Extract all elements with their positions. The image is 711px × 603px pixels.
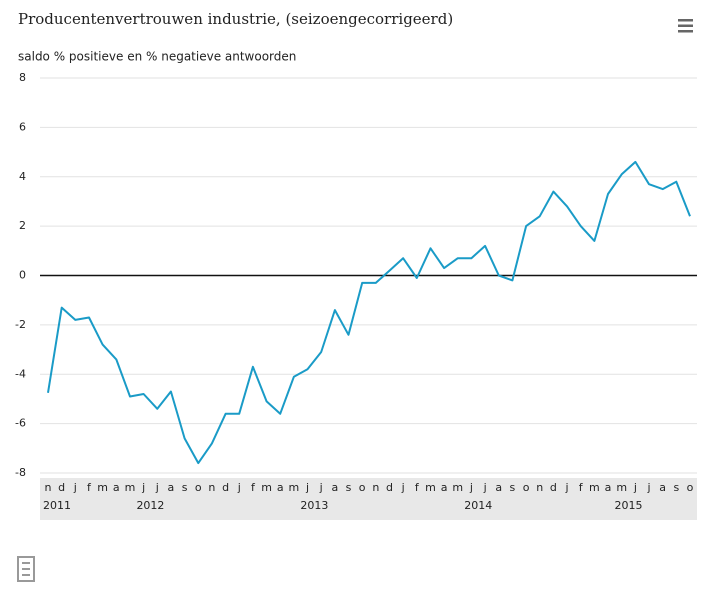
year-label: 2012 [136, 499, 164, 512]
x-tick-label: j [633, 481, 637, 494]
x-tick-label: n [208, 481, 215, 494]
x-tick-label: s [510, 481, 516, 494]
x-tick-label: j [483, 481, 487, 494]
x-tick-label: j [319, 481, 323, 494]
x-tick-label: a [659, 481, 666, 494]
x-tick-label: s [673, 481, 679, 494]
y-tick-label: -4 [15, 367, 26, 380]
x-tick-label: j [155, 481, 159, 494]
x-tick-label: j [469, 481, 473, 494]
x-tick-label: a [441, 481, 448, 494]
x-tick-label: o [359, 481, 366, 494]
x-tick-label: n [536, 481, 543, 494]
chart-title: Producentenvertrouwen industrie, (seizoe… [18, 10, 453, 28]
y-tick-label: 2 [19, 219, 26, 232]
x-tick-label: m [289, 481, 300, 494]
x-tick-label: d [550, 481, 557, 494]
x-tick-label: j [646, 481, 650, 494]
y-tick-label: -8 [15, 466, 26, 479]
logo-frame [17, 556, 35, 582]
x-tick-label: f [415, 481, 420, 494]
x-tick-label: m [452, 481, 463, 494]
x-tick-label: n [45, 481, 52, 494]
x-tick-label: a [495, 481, 502, 494]
logo-lines [22, 562, 30, 576]
x-tick-label: j [73, 481, 77, 494]
year-label: 2013 [300, 499, 328, 512]
x-tick-label: a [113, 481, 120, 494]
y-tick-label: 6 [19, 120, 26, 133]
x-tick-label: o [687, 481, 694, 494]
x-tick-label: f [579, 481, 584, 494]
y-tick-label: 0 [19, 269, 26, 282]
x-tick-label: o [523, 481, 530, 494]
x-tick-label: n [372, 481, 379, 494]
x-tick-label: d [58, 481, 65, 494]
x-tick-label: j [401, 481, 405, 494]
x-tick-label: m [125, 481, 136, 494]
x-tick-label: m [425, 481, 436, 494]
y-tick-label: 8 [19, 71, 26, 84]
data-line [47, 160, 691, 465]
x-axis-band [40, 478, 697, 520]
x-tick-label: j [237, 481, 241, 494]
x-tick-label: f [87, 481, 92, 494]
x-tick-label: a [168, 481, 175, 494]
menu-bar [678, 19, 693, 22]
x-tick-label: d [222, 481, 229, 494]
y-tick-label: -6 [15, 417, 26, 430]
x-tick-label: m [261, 481, 272, 494]
x-tick-label: s [182, 481, 188, 494]
y-tick-label: 4 [19, 170, 26, 183]
year-label: 2014 [464, 499, 492, 512]
x-tick-label: o [195, 481, 202, 494]
x-tick-label: j [305, 481, 309, 494]
menu-icon[interactable] [678, 19, 693, 33]
year-label: 2011 [43, 499, 71, 512]
x-tick-label: m [616, 481, 627, 494]
menu-bar [678, 24, 693, 27]
x-tick-label: a [331, 481, 338, 494]
y-tick-label: -2 [15, 318, 26, 331]
chart-subtitle: saldo % positieve en % negatieve antwoor… [18, 50, 296, 64]
year-label: 2015 [615, 499, 643, 512]
x-tick-label: m [589, 481, 600, 494]
logo [17, 556, 35, 582]
x-tick-label: a [605, 481, 612, 494]
x-tick-label: s [346, 481, 352, 494]
x-tick-label: a [277, 481, 284, 494]
x-tick-label: f [251, 481, 256, 494]
x-tick-label: d [386, 481, 393, 494]
x-tick-label: j [565, 481, 569, 494]
x-tick-label: m [97, 481, 108, 494]
menu-bar [678, 30, 693, 33]
x-tick-label: j [141, 481, 145, 494]
